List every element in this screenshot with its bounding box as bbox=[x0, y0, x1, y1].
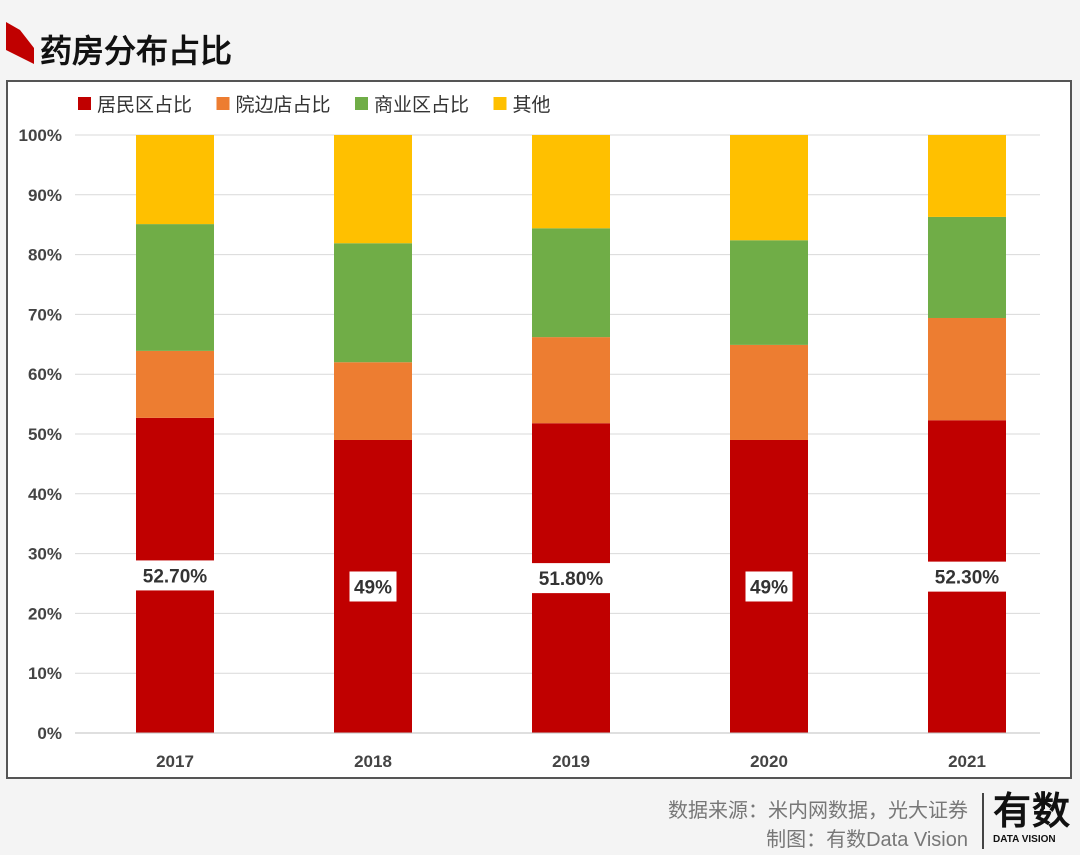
y-tick-label: 20% bbox=[28, 604, 62, 623]
bar-segment bbox=[928, 135, 1006, 217]
divider bbox=[982, 793, 984, 849]
x-tick-label: 2020 bbox=[750, 752, 788, 771]
y-tick-label: 0% bbox=[37, 724, 62, 743]
legend-label: 其他 bbox=[513, 94, 551, 116]
y-tick-label: 30% bbox=[28, 545, 62, 564]
data-label: 49% bbox=[750, 577, 788, 598]
bar-segment bbox=[136, 135, 214, 225]
data-label-bg bbox=[531, 563, 611, 594]
bar-segment bbox=[730, 344, 808, 440]
legend-swatch bbox=[78, 97, 91, 110]
data-label: 51.80% bbox=[539, 569, 604, 590]
logo-cn: 有数 bbox=[993, 791, 1072, 833]
y-tick-label: 10% bbox=[28, 664, 62, 683]
legend-swatch bbox=[355, 97, 368, 110]
data-label-bg bbox=[745, 571, 793, 602]
made-by-text: 制图：有数Data Vision bbox=[766, 829, 968, 851]
data-label-bg bbox=[349, 571, 397, 602]
logo-en: DATA VISION bbox=[993, 834, 1056, 845]
x-tick-label: 2019 bbox=[552, 752, 590, 771]
brand-logo: 有数 DATA VISION bbox=[993, 790, 1077, 852]
data-label: 52.30% bbox=[935, 568, 1000, 589]
source-text: 数据来源：米内网数据，光大证券 bbox=[668, 800, 968, 822]
bar-segment bbox=[532, 337, 610, 424]
bar-segment bbox=[730, 135, 808, 241]
y-tick-label: 40% bbox=[28, 485, 62, 504]
x-tick-label: 2017 bbox=[156, 752, 194, 771]
y-tick-label: 70% bbox=[28, 305, 62, 324]
y-tick-label: 60% bbox=[28, 365, 62, 384]
bar-segment bbox=[928, 317, 1006, 421]
bar-segment bbox=[334, 135, 412, 244]
y-tick-label: 90% bbox=[28, 186, 62, 205]
y-tick-label: 100% bbox=[19, 126, 62, 145]
bar-segment bbox=[532, 135, 610, 229]
source-note: 数据来源：米内网数据，光大证券 制图：有数Data Vision bbox=[668, 797, 968, 855]
bar-segment bbox=[928, 216, 1006, 318]
bar-segment bbox=[136, 224, 214, 351]
data-label: 52.70% bbox=[143, 566, 208, 587]
legend-label: 居民区占比 bbox=[97, 94, 192, 116]
bar-segment bbox=[334, 243, 412, 363]
y-tick-label: 80% bbox=[28, 246, 62, 265]
data-label-bg bbox=[135, 560, 215, 591]
bar-segment bbox=[334, 362, 412, 440]
data-label-bg bbox=[927, 561, 1007, 592]
legend-swatch bbox=[493, 97, 507, 110]
data-label: 49% bbox=[354, 577, 392, 598]
x-tick-label: 2018 bbox=[354, 752, 392, 771]
bar-segment bbox=[730, 240, 808, 345]
legend-label: 商业区占比 bbox=[374, 94, 469, 116]
page-title: 药房分布占比 bbox=[40, 33, 233, 69]
legend-label: 院边店占比 bbox=[236, 94, 331, 116]
y-tick-label: 50% bbox=[28, 425, 62, 444]
legend-swatch bbox=[216, 97, 230, 110]
x-tick-label: 2021 bbox=[948, 752, 986, 771]
bar-segment bbox=[532, 228, 610, 338]
bar-segment bbox=[136, 350, 214, 418]
title-marker-icon bbox=[6, 22, 34, 64]
